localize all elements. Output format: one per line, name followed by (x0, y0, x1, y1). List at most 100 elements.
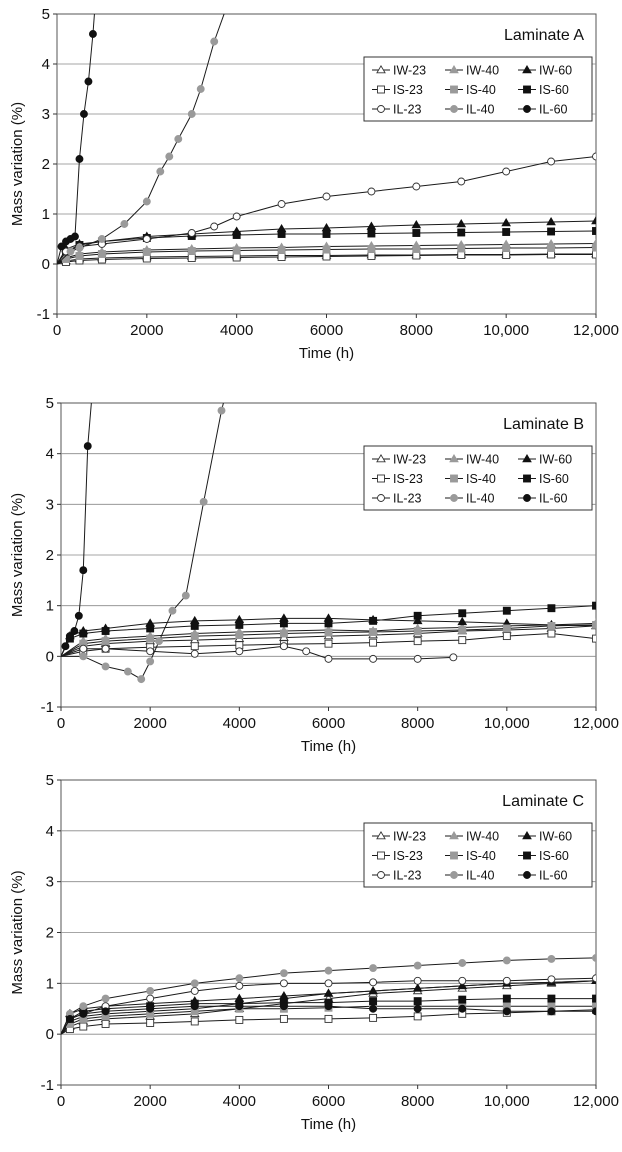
data-point-IS-23 (502, 251, 511, 259)
x-tick-label: 0 (57, 715, 65, 732)
data-point-IS-40 (146, 634, 155, 643)
legend-box (363, 822, 593, 888)
data-point-IL-23 (592, 974, 596, 983)
x-tick-label: 4000 (223, 715, 256, 732)
data-point-IL-40 (120, 220, 129, 228)
x-tick-label: 6000 (310, 322, 343, 339)
data-point-IL-23 (369, 978, 378, 987)
data-point-IL-60 (146, 1004, 155, 1013)
data-point-IS-40 (502, 244, 511, 252)
legend-label: IS-40 (466, 849, 496, 863)
data-point-IS-40 (322, 245, 331, 254)
data-point-IL-60 (279, 1002, 288, 1011)
data-point-IL-40 (142, 197, 151, 206)
x-tick-label: 4000 (223, 1093, 256, 1110)
legend-marker-IL-23 (377, 494, 385, 502)
data-point-IS-40 (190, 632, 199, 641)
series-line-IL-60 (57, 14, 95, 265)
data-point-IS-40 (232, 246, 241, 255)
data-point-IS-40 (101, 637, 110, 646)
data-point-IL-40 (413, 961, 422, 970)
data-point-IS-60 (279, 619, 288, 628)
data-point-IW-60 (456, 218, 467, 228)
data-point-IL-23 (277, 200, 286, 208)
data-point-IS-40 (547, 244, 556, 252)
legend-entry-IW-23: IW-23 (372, 64, 426, 78)
legend-entry-IL-60: IL-60 (518, 492, 568, 506)
data-point-IL-23 (413, 976, 422, 985)
y-tick-label: 4 (42, 56, 50, 73)
y-tick-label: 0 (42, 256, 50, 273)
data-point-IL-23 (235, 647, 244, 656)
legend-entry-IS-60: IS-60 (518, 849, 569, 863)
y-tick-label: 4 (46, 823, 54, 840)
panel-title: Laminate A (504, 27, 584, 44)
data-point-IW-60 (546, 216, 556, 226)
data-point-IS-40 (369, 628, 378, 636)
data-point-IL-40 (137, 675, 146, 684)
legend-marker-IW-40 (449, 830, 459, 840)
legend-label: IW-40 (466, 64, 499, 78)
y-tick-label: 1 (46, 975, 54, 992)
data-point-IL-60 (70, 627, 79, 635)
legend-marker-IW-60 (522, 64, 532, 74)
data-point-IS-23 (79, 1022, 88, 1031)
legend-box (363, 56, 593, 122)
legend-label: IS-60 (539, 472, 569, 486)
legend-entry-IS-60: IS-60 (518, 83, 569, 97)
legend-label: IW-40 (466, 453, 499, 467)
data-point-IL-40 (101, 994, 110, 1003)
data-point-IS-60 (412, 229, 421, 237)
data-point-IS-23 (412, 251, 421, 260)
data-point-IL-60 (84, 77, 93, 86)
data-point-IS-60 (547, 604, 556, 613)
data-point-IL-60 (79, 566, 88, 575)
data-point-IL-23 (79, 644, 88, 653)
data-point-IL-60 (79, 1009, 88, 1018)
y-tick-label: -1 (37, 306, 50, 323)
y-tick-label: 2 (46, 547, 54, 564)
legend-entry-IW-40: IW-40 (445, 830, 499, 844)
data-point-IS-40 (235, 631, 244, 640)
legend-marker-IS-23 (377, 85, 385, 94)
data-point-IL-40 (146, 657, 155, 666)
legend-label: IS-23 (393, 472, 423, 486)
data-point-IS-40 (592, 1002, 596, 1011)
y-tick-label: -1 (41, 1077, 54, 1094)
data-point-IS-23 (101, 1020, 110, 1028)
legend-entry-IW-23: IW-23 (372, 453, 426, 467)
legend-entry-IW-40: IW-40 (445, 453, 499, 467)
data-point-IS-60 (277, 230, 286, 238)
legend-label: IL-23 (393, 869, 422, 883)
data-point-IS-40 (592, 620, 596, 629)
legend-entry-IL-40: IL-40 (445, 492, 495, 506)
legend-label: IL-23 (393, 103, 422, 117)
legend-entry-IW-60: IW-60 (518, 64, 572, 78)
data-point-IL-40 (168, 606, 177, 615)
x-tick-label: 8000 (401, 715, 434, 732)
data-point-IL-23 (502, 976, 511, 985)
data-point-IL-23 (232, 212, 241, 221)
x-tick-label: 12,000 (573, 322, 619, 339)
legend-marker-IL-40 (450, 494, 458, 502)
legend-entry-IS-40: IS-40 (445, 472, 496, 486)
data-point-IL-60 (101, 1007, 110, 1016)
data-point-IS-23 (279, 1014, 288, 1023)
data-point-IL-23 (279, 642, 288, 651)
data-point-IL-23 (413, 654, 422, 663)
y-tick-label: 1 (46, 598, 54, 615)
data-point-IL-23 (592, 152, 596, 161)
y-tick-label: 2 (46, 925, 54, 942)
data-point-IL-40 (217, 406, 226, 415)
data-point-IS-60 (502, 606, 511, 615)
data-point-IS-60 (413, 611, 422, 620)
legend-marker-IL-60 (523, 494, 531, 502)
x-axis-title: Time (h) (301, 738, 356, 755)
legend-marker-IW-23 (376, 453, 386, 463)
data-point-IW-60 (412, 983, 423, 992)
data-point-IL-60 (547, 1007, 556, 1016)
data-point-IW-60 (412, 615, 423, 625)
